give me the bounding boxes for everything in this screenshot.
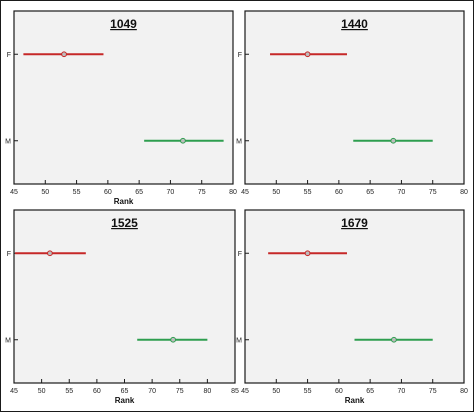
x-tick-label: 70 [398, 189, 406, 196]
interval-center-marker-m [391, 336, 397, 343]
y-category-label: M [236, 337, 242, 344]
chart-title: 1525 [111, 216, 138, 230]
x-tick-label: 80 [460, 388, 468, 395]
y-category-label: F [238, 52, 242, 59]
x-tick-label: 80 [460, 189, 468, 196]
x-tick-label: 45 [241, 189, 249, 196]
x-tick-label: 75 [176, 388, 184, 395]
interval-center-marker-m [180, 137, 186, 144]
chart-title: 1049 [110, 17, 137, 31]
chart-title: 1679 [341, 216, 368, 230]
interval-center-marker-m [390, 137, 397, 144]
x-tick-label: 80 [203, 388, 211, 395]
y-category-label: F [7, 251, 11, 258]
x-tick-label: 70 [398, 388, 406, 395]
interval-center-marker-f [61, 51, 67, 58]
interval-center-marker-m [170, 336, 177, 343]
x-tick-label: 45 [10, 388, 18, 395]
plot-area [244, 10, 465, 185]
x-tick-label: 80 [229, 189, 237, 196]
x-tick-label: 55 [304, 388, 312, 395]
x-tick-label: 65 [366, 388, 374, 395]
x-tick-label: 60 [335, 189, 343, 196]
x-tick-label: 60 [335, 388, 343, 395]
interval-center-marker-f [304, 51, 311, 58]
x-axis-label: Rank [345, 396, 365, 405]
x-tick-label: 60 [104, 189, 112, 196]
plot-area [13, 209, 236, 384]
plot-area [13, 10, 234, 185]
x-tick-label: 50 [38, 388, 46, 395]
x-tick-label: 75 [198, 189, 206, 196]
x-tick-label: 45 [241, 388, 249, 395]
x-tick-label: 55 [65, 388, 73, 395]
x-tick-label: 50 [41, 189, 49, 196]
x-tick-label: 60 [93, 388, 101, 395]
x-tick-label: 50 [272, 388, 280, 395]
interval-center-marker-f [304, 250, 311, 257]
y-category-label: M [5, 138, 11, 145]
x-tick-label: 70 [148, 388, 156, 395]
interval-center-marker-f [47, 250, 53, 257]
y-category-label: F [238, 251, 242, 258]
x-tick-label: 45 [10, 189, 18, 196]
x-tick-label: 55 [304, 189, 312, 196]
x-axis-label: Rank [115, 396, 135, 405]
x-tick-label: 50 [272, 189, 280, 196]
chart-title: 1440 [341, 17, 368, 31]
x-tick-label: 65 [366, 189, 374, 196]
x-tick-label: 85 [231, 388, 239, 395]
x-axis-label: Rank [114, 197, 134, 206]
x-tick-label: 70 [167, 189, 175, 196]
x-tick-label: 65 [121, 388, 129, 395]
x-tick-label: 75 [429, 388, 437, 395]
x-tick-label: 65 [135, 189, 143, 196]
y-category-label: M [236, 138, 242, 145]
plot-area [244, 209, 465, 384]
x-tick-label: 55 [73, 189, 81, 196]
x-tick-label: 75 [429, 189, 437, 196]
y-category-label: F [7, 52, 11, 59]
y-category-label: M [5, 337, 11, 344]
